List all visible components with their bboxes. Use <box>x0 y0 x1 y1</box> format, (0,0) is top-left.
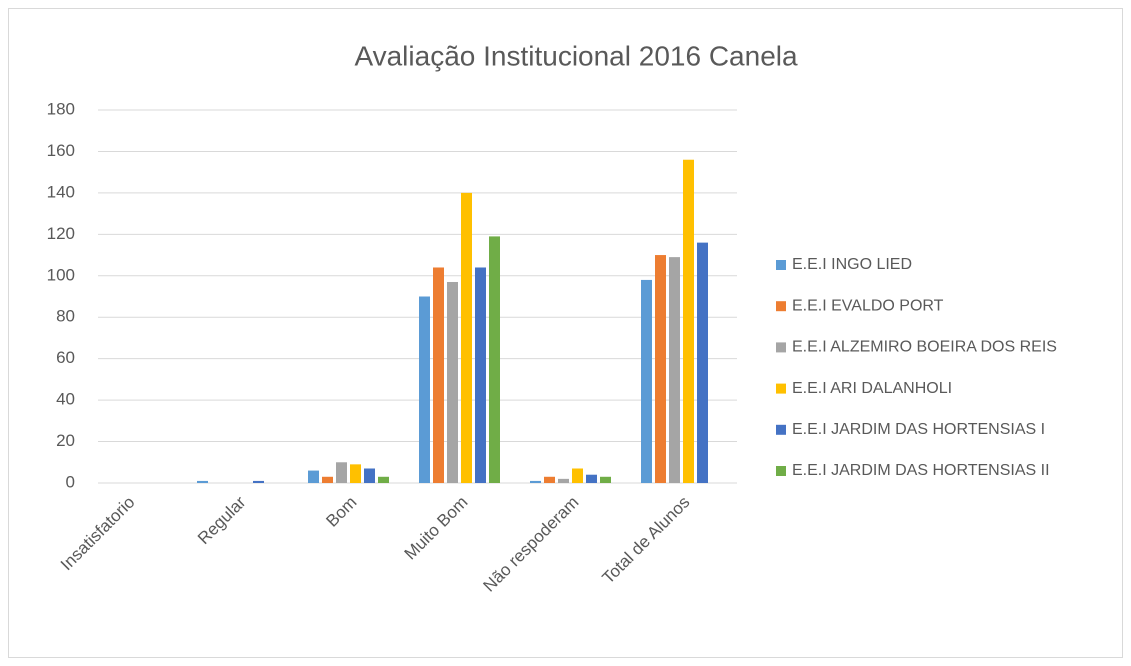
legend-swatch <box>776 424 786 435</box>
y-tick-label: 0 <box>66 472 75 491</box>
y-tick-label: 100 <box>47 265 75 284</box>
bar <box>489 236 500 483</box>
bar <box>336 462 347 483</box>
legend-swatch <box>776 260 786 270</box>
bar <box>572 468 583 483</box>
legend-label: E.E.I ARI DALANHOLI <box>792 380 952 397</box>
bar <box>586 474 597 483</box>
chart-border <box>8 8 1123 658</box>
legend-label: E.E.I JARDIM DAS HORTENSIAS II <box>792 462 1050 479</box>
bar <box>475 267 486 483</box>
y-tick-label: 120 <box>47 224 75 243</box>
y-tick-label: 140 <box>47 182 75 201</box>
y-tick-label: 40 <box>56 390 75 409</box>
bar <box>669 257 680 483</box>
bar <box>433 267 444 483</box>
bar <box>253 480 264 483</box>
y-tick-label: 160 <box>47 141 75 160</box>
bar <box>544 476 555 483</box>
y-tick-label: 20 <box>56 431 75 450</box>
y-tick-label: 180 <box>47 99 75 118</box>
bar <box>558 478 569 483</box>
legend-swatch <box>776 342 786 353</box>
bar <box>641 279 652 483</box>
bar <box>697 242 708 483</box>
bar <box>419 296 430 483</box>
bar <box>364 468 375 483</box>
legend-label: E.E.I EVALDO PORT <box>792 297 944 314</box>
legend-swatch <box>776 466 786 476</box>
y-tick-label: 60 <box>56 348 75 367</box>
legend-label: E.E.I INGO LIED <box>792 256 912 273</box>
legend-swatch <box>776 383 786 394</box>
bar <box>461 192 472 483</box>
bar <box>683 159 694 483</box>
bar <box>600 476 611 483</box>
y-tick-label: 80 <box>56 307 75 326</box>
legend-label: E.E.I JARDIM DAS HORTENSIAS I <box>792 421 1045 438</box>
bar <box>197 480 208 483</box>
bar <box>350 464 361 483</box>
bar <box>530 480 541 483</box>
bar <box>447 281 458 483</box>
bar <box>378 476 389 483</box>
bar <box>655 255 666 483</box>
bar <box>308 470 319 483</box>
legend-swatch <box>776 301 786 312</box>
chart-title: Avaliação Institucional 2016 Canela <box>354 40 798 71</box>
bar <box>322 476 333 483</box>
legend-label: E.E.I ALZEMIRO BOEIRA DOS REIS <box>792 339 1057 356</box>
